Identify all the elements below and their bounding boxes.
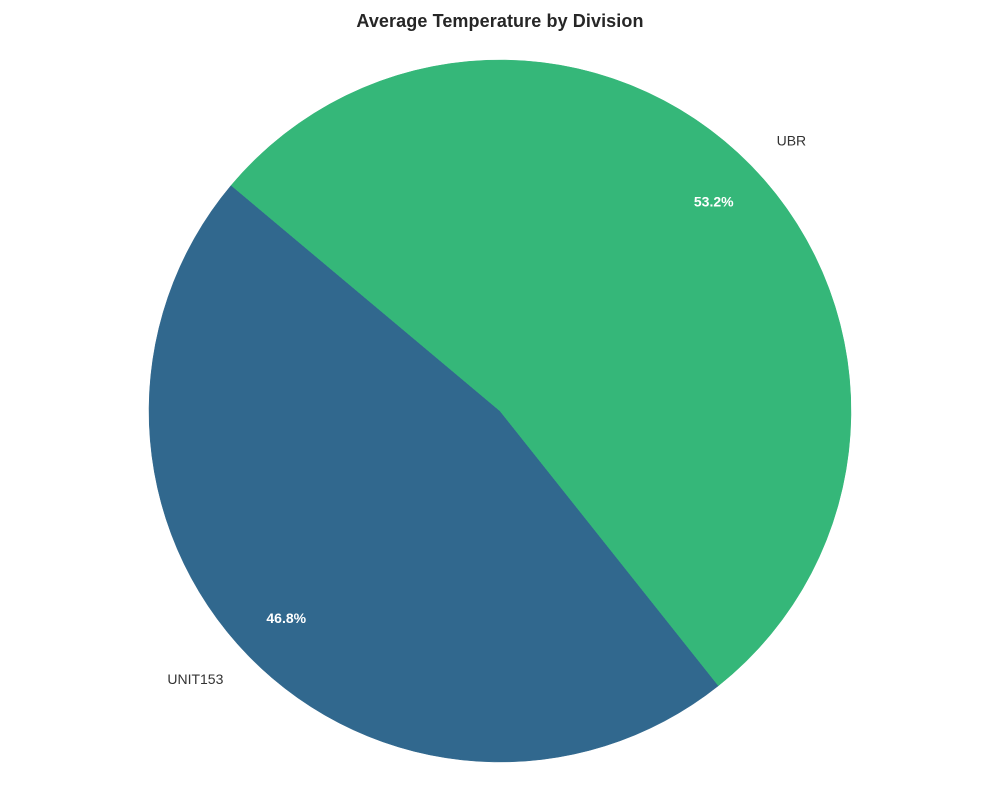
chart-title: Average Temperature by Division (356, 11, 644, 31)
pie-slice-ubr (230, 59, 852, 687)
pct-label-unit153: 46.8% (266, 610, 306, 626)
pct-label-ubr: 53.2% (694, 194, 734, 210)
slice-label-ubr: UBR (777, 132, 807, 148)
slice-label-unit153: UNIT153 (167, 671, 223, 687)
pie-slice-unit153 (148, 185, 719, 763)
